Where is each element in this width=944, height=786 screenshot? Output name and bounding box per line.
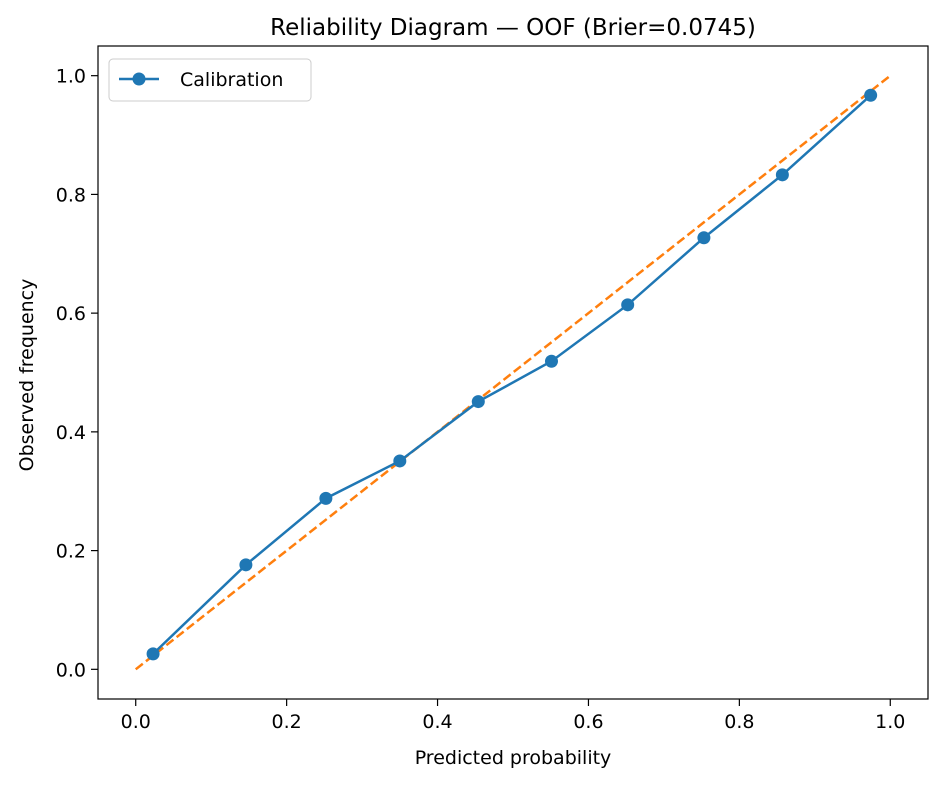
y-tick-label: 0.2 [56, 541, 86, 563]
y-tick-label: 0.8 [56, 184, 86, 206]
calibration-point [775, 168, 789, 182]
calibration-point [146, 647, 160, 661]
calibration-point [864, 88, 878, 102]
y-tick-label: 0.6 [56, 303, 86, 325]
calibration-point [393, 454, 407, 468]
legend-marker-swatch [132, 72, 146, 86]
calibration-point [621, 298, 635, 312]
y-tick-label: 1.0 [56, 66, 86, 88]
legend-label-calibration: Calibration [180, 69, 283, 91]
chart-title: Reliability Diagram — OOF (Brier=0.0745) [270, 15, 756, 41]
plot-frame [97, 45, 929, 700]
y-tick-label: 0.0 [56, 659, 86, 681]
x-tick-label: 0.8 [724, 711, 754, 733]
x-tick-label: 0.2 [272, 711, 302, 733]
calibration-point [697, 231, 711, 245]
y-tick-label: 0.4 [56, 422, 86, 444]
calibration-point [544, 354, 558, 368]
reference-diagonal-line [134, 74, 892, 671]
x-axis-label: Predicted probability [415, 747, 612, 769]
legend: Calibration [108, 58, 312, 102]
x-tick-label: 0.6 [573, 711, 603, 733]
calibration-point [239, 558, 253, 572]
x-tick-label: 0.4 [422, 711, 452, 733]
calibration-point [319, 491, 333, 505]
legend-box [108, 58, 312, 102]
x-tick-label: 0.0 [121, 711, 151, 733]
x-tick-label: 1.0 [875, 711, 905, 733]
calibration-point [471, 395, 485, 409]
y-axis-label: Observed frequency [16, 279, 38, 472]
calibration-line [152, 94, 872, 655]
